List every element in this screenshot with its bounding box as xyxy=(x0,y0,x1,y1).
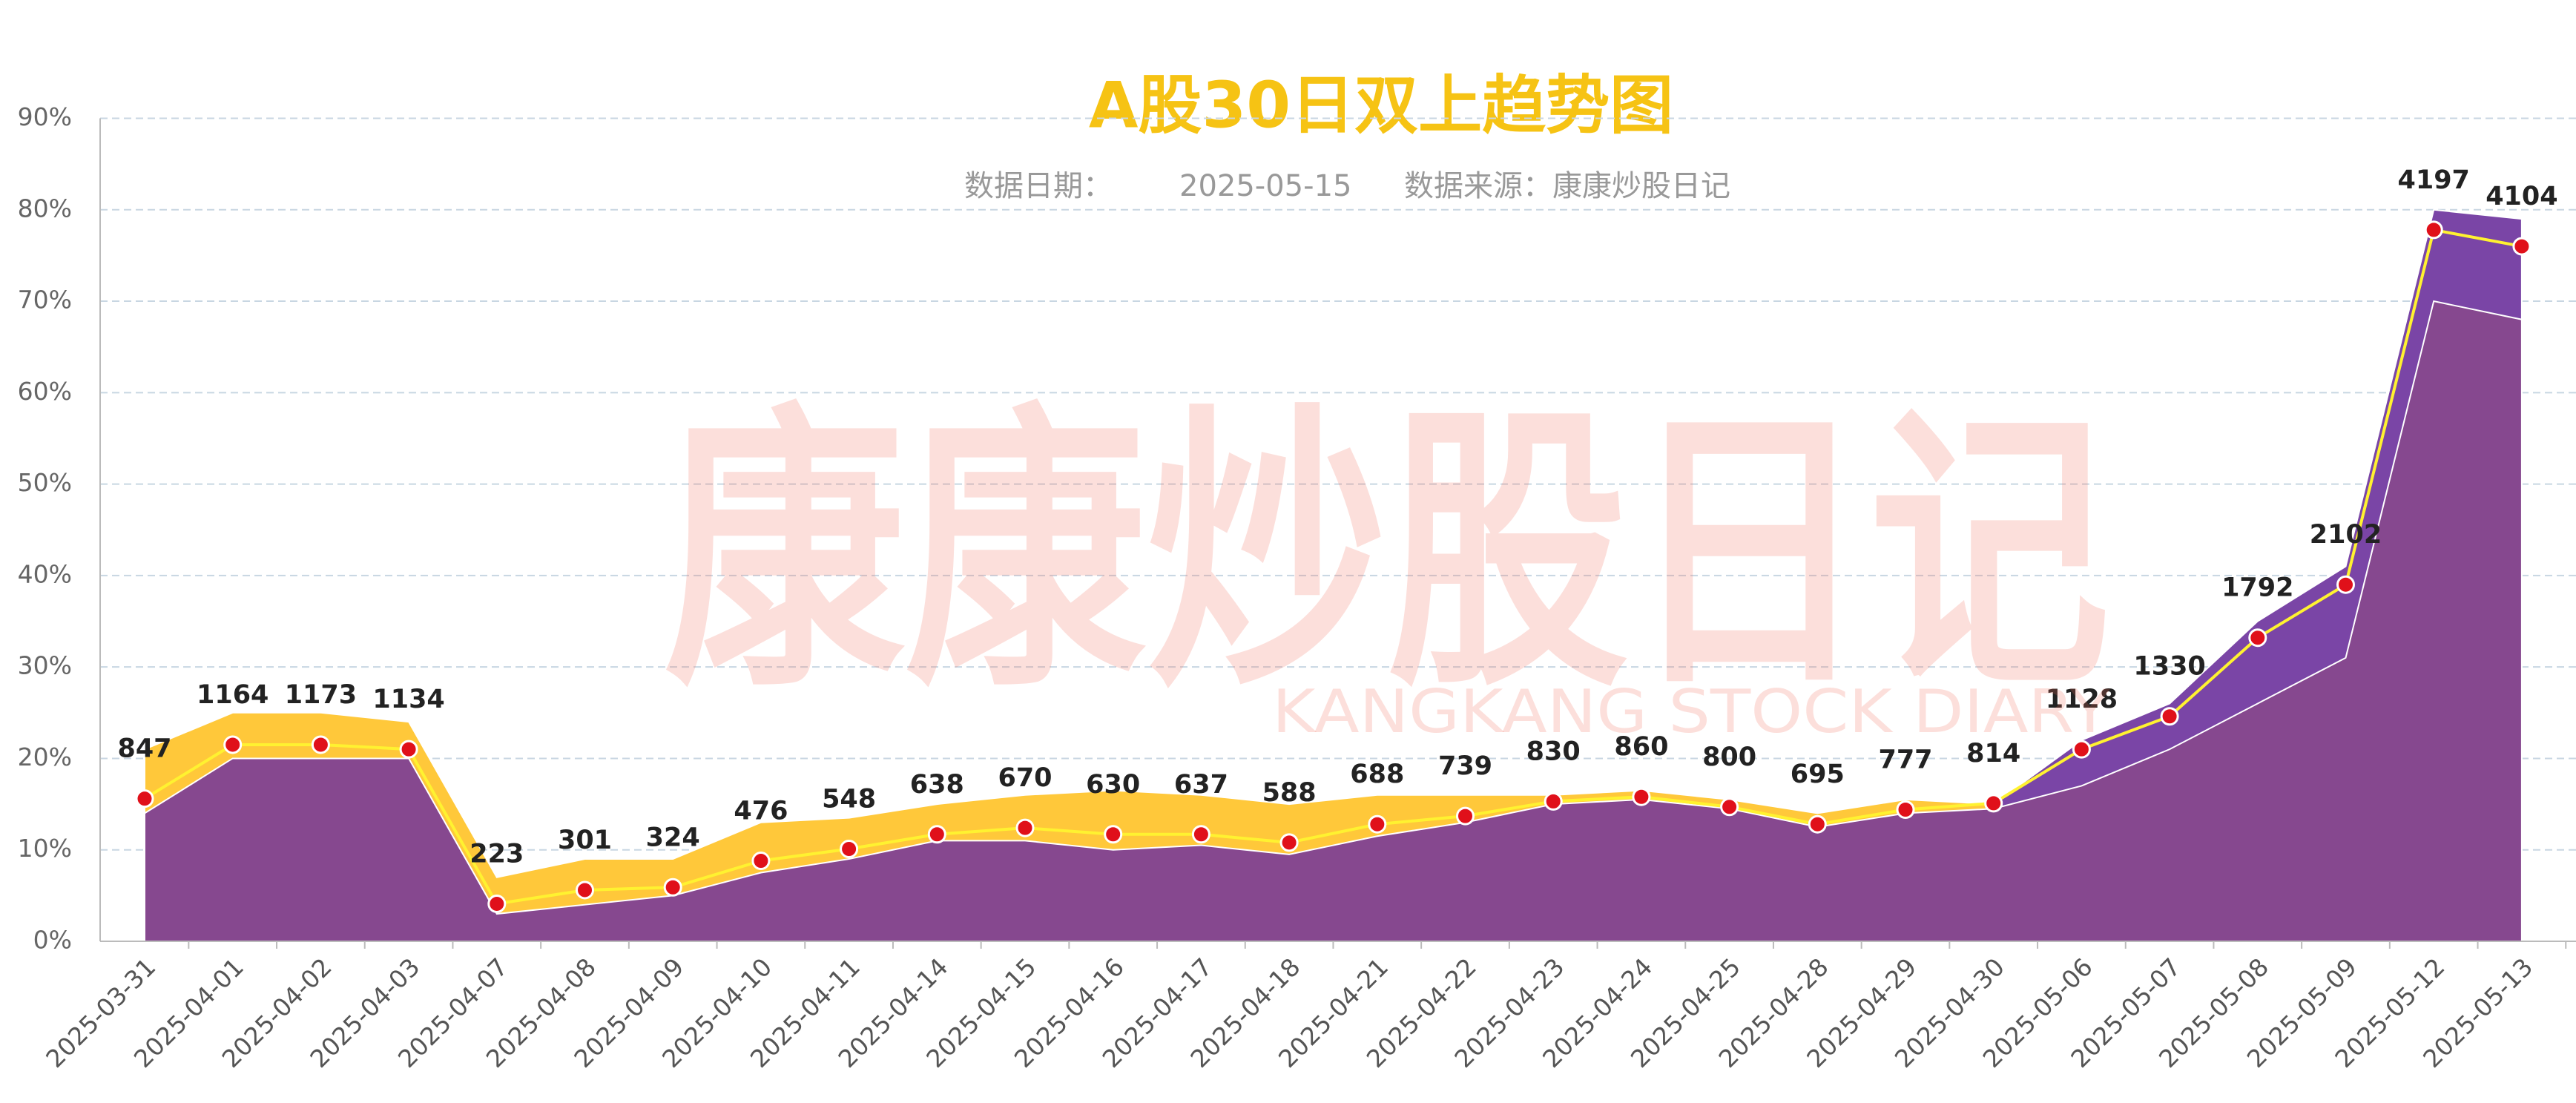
dot xyxy=(576,880,594,900)
subtitle-date-label: 数据日期： xyxy=(964,169,1113,203)
dot xyxy=(1632,787,1651,806)
dot xyxy=(223,735,243,754)
dot xyxy=(487,894,507,913)
y-tick-label: 60% xyxy=(18,377,72,406)
dot xyxy=(1720,797,1739,817)
count-label: 637 xyxy=(1174,770,1228,800)
dot xyxy=(1896,800,1915,819)
watermark-en: KANGKANG STOCK DIARY xyxy=(1272,677,2111,746)
line xyxy=(143,228,2523,906)
watermark: 康康炒股日记 xyxy=(664,381,2110,726)
dot xyxy=(1368,814,1387,834)
count-label: 1173 xyxy=(285,680,357,710)
dot xyxy=(751,852,771,871)
dot xyxy=(2072,740,2091,759)
y-tick-label: 70% xyxy=(18,286,72,315)
count-label: 1792 xyxy=(2221,573,2293,603)
count-label: 860 xyxy=(1614,732,1668,762)
subtitle-source: 数据来源：康康炒股日记 xyxy=(1404,169,1730,203)
count-label: 476 xyxy=(734,797,788,826)
count-label: 1330 xyxy=(2133,652,2205,682)
area xyxy=(144,300,2523,942)
dot xyxy=(135,789,154,809)
y-tick-label: 50% xyxy=(18,468,72,497)
dot xyxy=(1015,818,1035,837)
count-label: 548 xyxy=(822,784,876,814)
chart-title: A股30日双上趋势图 xyxy=(1089,68,1673,142)
dot xyxy=(2336,575,2355,594)
y-tick-label: 20% xyxy=(18,743,72,771)
dot xyxy=(1808,814,1827,834)
count-label: 688 xyxy=(1350,760,1404,789)
count-label: 739 xyxy=(1438,751,1492,781)
count-label: 301 xyxy=(558,826,612,855)
dot xyxy=(1456,806,1475,826)
dot xyxy=(2160,707,2179,726)
count-label: 1164 xyxy=(197,680,269,710)
dot xyxy=(2512,237,2531,256)
dot xyxy=(1544,791,1563,811)
y-tick-label: 80% xyxy=(18,194,72,223)
dot xyxy=(1984,794,2003,813)
count-label: 638 xyxy=(910,770,964,800)
count-label: 223 xyxy=(470,839,524,869)
y-tick-label: 90% xyxy=(18,102,72,131)
count-label: 800 xyxy=(1702,743,1756,772)
count-label: 324 xyxy=(646,823,700,852)
dot xyxy=(399,740,418,759)
count-label: 847 xyxy=(117,734,171,764)
count-label: 814 xyxy=(1966,739,2020,768)
dot xyxy=(311,735,330,754)
dot xyxy=(2248,628,2267,648)
count-label: 830 xyxy=(1526,737,1581,766)
count-label: 4197 xyxy=(2397,165,2469,195)
dot xyxy=(1191,825,1210,844)
y-tick-label: 10% xyxy=(18,834,72,863)
count-label: 777 xyxy=(1878,745,1932,774)
y-tick-label: 0% xyxy=(33,926,72,955)
count-label: 695 xyxy=(1791,760,1845,789)
dot xyxy=(840,839,859,858)
subtitle-date: 2025-05-15 xyxy=(1179,169,1351,203)
count-label: 1134 xyxy=(372,685,444,714)
dot xyxy=(663,878,682,897)
dot xyxy=(2424,220,2443,240)
count-label: 630 xyxy=(1086,770,1140,800)
dot xyxy=(1279,833,1299,852)
y-tick-label: 30% xyxy=(18,651,72,680)
y-tick-label: 40% xyxy=(18,559,72,588)
count-label: 2102 xyxy=(2310,520,2382,550)
dot xyxy=(927,825,946,844)
dot xyxy=(1104,825,1123,844)
count-label: 1128 xyxy=(2046,685,2118,714)
count-label: 4104 xyxy=(2486,182,2557,211)
count-label: 670 xyxy=(998,763,1052,793)
count-label: 588 xyxy=(1262,778,1317,808)
